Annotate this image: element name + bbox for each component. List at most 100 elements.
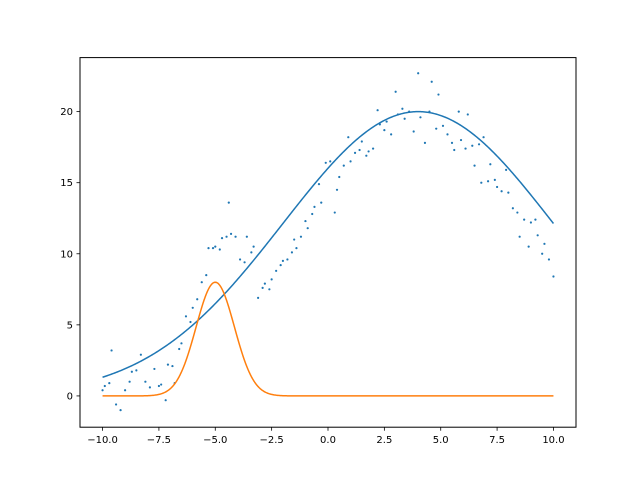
y-tick-label: 0 — [67, 391, 73, 402]
scatter-point — [295, 246, 298, 250]
scatter-point — [500, 190, 503, 193]
scatter-point — [184, 315, 188, 318]
scatter-point — [507, 191, 510, 194]
scatter-point — [171, 364, 174, 368]
scatter-point — [313, 205, 316, 208]
scatter-point — [471, 144, 474, 147]
scatter-point — [139, 353, 142, 356]
scatter-point — [390, 133, 393, 136]
scatter-point — [358, 148, 361, 152]
scatter-point — [211, 246, 215, 250]
scatter-point — [523, 218, 526, 221]
scatter-point — [207, 246, 210, 250]
scatter-point — [349, 160, 352, 163]
scatter-point — [178, 347, 181, 351]
scatter-point — [306, 227, 309, 230]
scatter-point — [218, 248, 221, 251]
scatter-point — [281, 259, 285, 262]
scatter-point — [164, 399, 167, 402]
scatter-point — [130, 370, 133, 373]
scatter-point — [123, 389, 127, 392]
scatter-point — [493, 178, 496, 181]
scatter-point — [153, 367, 156, 371]
scatter-point — [430, 80, 433, 83]
scatter-point — [383, 129, 386, 132]
scatter-point — [394, 90, 397, 93]
scatter-point — [229, 232, 233, 235]
scatter-point — [495, 185, 499, 189]
scatter-point — [511, 207, 514, 210]
scatter-point — [275, 269, 278, 272]
scatter-point — [261, 286, 264, 289]
scatter-point — [304, 219, 307, 223]
scatter-point — [529, 221, 533, 224]
scatter-point — [263, 282, 266, 285]
scatter-point — [257, 296, 260, 299]
scatter-point — [299, 235, 303, 238]
scatter-point — [417, 72, 420, 75]
plot-layer — [101, 72, 555, 412]
scatter-point — [329, 160, 332, 163]
scatter-point — [547, 258, 551, 261]
scatter-point — [435, 127, 438, 130]
scatter-point — [342, 164, 345, 167]
scatter-point — [191, 306, 194, 309]
scatter-point — [245, 235, 248, 238]
scatter-point — [144, 380, 147, 383]
scatter-point — [534, 218, 537, 221]
scatter-point — [128, 380, 131, 383]
x-tick-label: 5.0 — [433, 435, 449, 446]
scatter-point — [441, 124, 445, 127]
y-tick-label: 15 — [60, 178, 73, 189]
x-tick-label: −2.5 — [259, 435, 283, 446]
scatter-point — [464, 147, 467, 150]
scatter-point — [518, 235, 521, 238]
scatter-point — [220, 237, 224, 240]
scatter-point — [453, 148, 456, 152]
scatter-point — [103, 384, 106, 388]
y-axis: 0 5 10 15 20 — [60, 107, 80, 402]
scatter-point — [214, 245, 217, 248]
scatter-point — [270, 278, 273, 281]
scatter-point — [324, 161, 327, 164]
scatter-series — [101, 72, 555, 412]
scatter-point — [477, 143, 481, 146]
scatter-point — [227, 201, 230, 204]
scatter-point — [108, 382, 111, 385]
scatter-point — [317, 183, 321, 186]
scatter-point — [401, 107, 404, 110]
scatter-point — [480, 181, 483, 184]
scatter-point — [119, 409, 122, 412]
scatter-point — [505, 168, 508, 171]
scatter-point — [459, 138, 463, 142]
scatter-point — [180, 342, 183, 345]
scatter-point — [347, 136, 350, 139]
y-tick-label: 10 — [60, 249, 73, 260]
scatter-point — [225, 235, 228, 238]
scatter-point — [243, 261, 246, 264]
scatter-point — [543, 242, 546, 245]
scatter-point — [293, 238, 296, 241]
scatter-point — [365, 154, 368, 157]
scatter-point — [333, 211, 336, 214]
scatter-point — [110, 349, 113, 352]
scatter-point — [423, 141, 427, 144]
scatter-point — [160, 383, 163, 386]
scatter-point — [385, 120, 388, 123]
x-tick-label: 7.5 — [489, 435, 505, 446]
scatter-point — [446, 133, 449, 136]
scatter-point — [101, 389, 104, 392]
scatter-point — [320, 201, 323, 204]
scatter-point — [516, 211, 519, 214]
scatter-point — [371, 147, 375, 150]
scatter-point — [360, 140, 363, 143]
x-tick-label: −7.5 — [147, 435, 171, 446]
x-tick-label: 10.0 — [542, 435, 564, 446]
scatter-point — [536, 234, 539, 237]
scatter-point — [473, 164, 476, 167]
scatter-point — [335, 188, 339, 191]
fit-curve-line — [102, 110, 555, 378]
scatter-point — [135, 369, 138, 372]
